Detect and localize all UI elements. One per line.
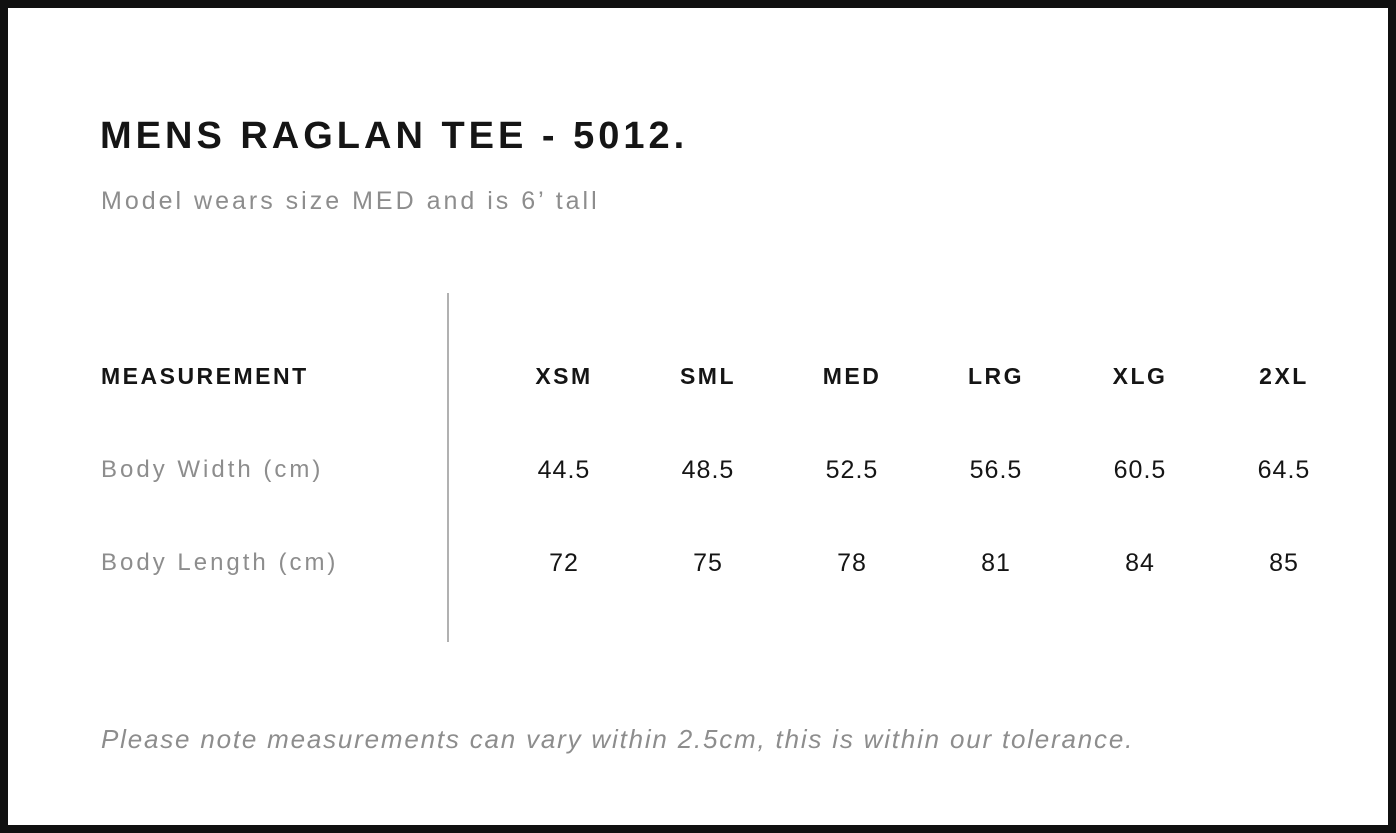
tolerance-note: Please note measurements can vary within…: [101, 724, 1135, 754]
table-row-body-length: Body Length (cm) 72 75 78 81 84 85: [101, 546, 1356, 580]
body-length-value-2xl: 85: [1269, 549, 1299, 577]
size-chart-header-row: MEASUREMENT XSM SML MED LRG XLG 2XL: [101, 359, 1356, 393]
size-column-header-2xl: 2XL: [1259, 363, 1309, 389]
size-column-header-sml: SML: [679, 363, 737, 389]
body-width-value-sml: 48.5: [681, 456, 735, 484]
body-width-value-xlg: 60.5: [1113, 456, 1167, 484]
body-length-value-med: 78: [837, 549, 867, 577]
body-length-value-sml: 75: [693, 549, 723, 577]
body-width-value-med: 52.5: [825, 456, 879, 484]
size-column-header-xsm: XSM: [535, 363, 593, 389]
measurement-column-header: MEASUREMENT: [101, 363, 309, 389]
body-width-value-2xl: 64.5: [1257, 456, 1311, 484]
size-column-header-xlg: XLG: [1112, 363, 1168, 389]
table-row-body-width: Body Width (cm) 44.5 48.5 52.5 56.5 60.5…: [101, 453, 1356, 487]
size-column-header-lrg: LRG: [967, 363, 1025, 389]
body-length-value-xlg: 84: [1125, 549, 1155, 577]
row-label-body-length: Body Length (cm): [101, 549, 339, 576]
row-label-body-width: Body Width (cm): [101, 456, 324, 483]
body-width-value-xsm: 44.5: [537, 456, 591, 484]
page-title: MENS RAGLAN TEE - 5012.: [100, 115, 689, 157]
size-column-header-med: MED: [822, 363, 882, 389]
model-size-note: Model wears size MED and is 6’ tall: [101, 187, 600, 215]
body-width-value-lrg: 56.5: [969, 456, 1023, 484]
body-length-value-lrg: 81: [981, 549, 1011, 577]
table-vertical-divider: [447, 293, 449, 642]
body-length-value-xsm: 72: [549, 549, 579, 577]
